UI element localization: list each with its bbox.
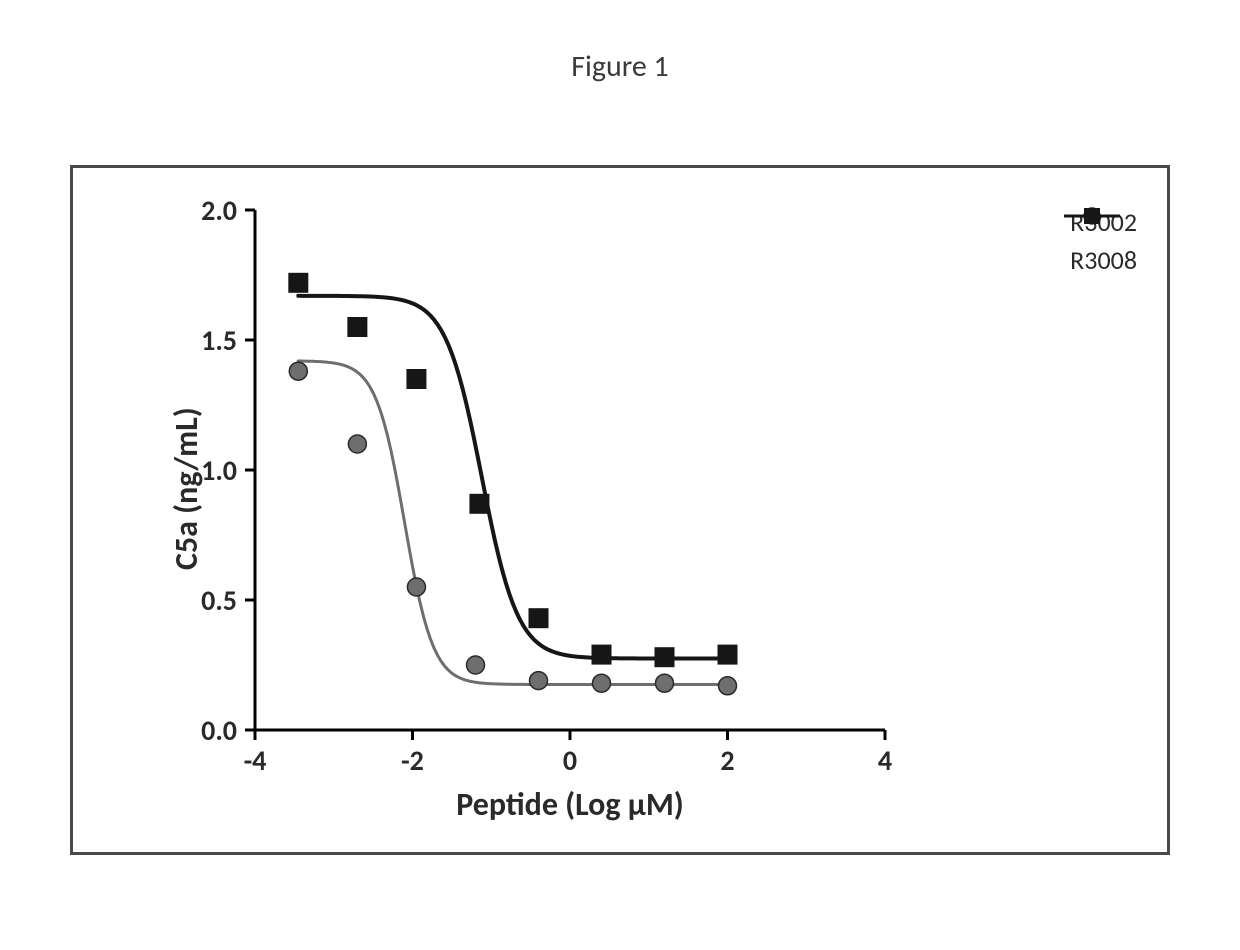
marker-circle [530,672,548,690]
y-tick-label: 1.0 [201,453,237,488]
marker-circle [289,362,307,380]
y-tick-label: 2.0 [201,193,237,228]
marker-circle [593,674,611,692]
marker-circle [656,674,674,692]
y-tick-label: 0.0 [201,713,237,748]
marker-square [406,369,426,389]
x-tick-label: 4 [878,743,892,778]
marker-circle [348,435,366,453]
marker-square [718,645,738,665]
x-axis-label: Peptide (Log μM) [255,785,885,824]
marker-circle [407,578,425,596]
x-tick-label: -4 [244,743,267,778]
legend: R3002R3008 [1062,203,1137,279]
marker-circle [719,677,737,695]
y-axis-label: C5a (ng/mL) [167,407,206,570]
y-tick-label: 0.5 [201,583,237,618]
page: Figure 1 0.0 0.5 1.0 1.5 2.0 -4 -2 0 2 4 C5a (ng/… [0,0,1240,950]
x-tick-label: 0 [563,743,577,778]
legend-label: R3008 [1062,244,1137,276]
marker-square [288,273,308,293]
marker-square [655,647,675,667]
marker-circle [467,656,485,674]
figure-title: Figure 1 [0,48,1240,85]
x-tick-label: 2 [720,743,734,778]
legend-swatch [1062,203,1122,229]
marker-square [592,645,612,665]
marker-square [469,494,489,514]
series-curve-R3002 [298,361,727,685]
marker-square [529,608,549,628]
chart-frame: 0.0 0.5 1.0 1.5 2.0 -4 -2 0 2 4 C5a (ng/mL) Pepti… [70,165,1170,855]
chart-svg: 0.0 0.5 1.0 1.5 2.0 -4 -2 0 2 4 [73,168,1167,852]
marker-square [347,317,367,337]
legend-item: R3008 [1062,241,1137,279]
y-tick-label: 1.5 [201,323,237,358]
series-curve-R3008 [298,296,727,659]
x-tick-label: -2 [401,743,424,778]
